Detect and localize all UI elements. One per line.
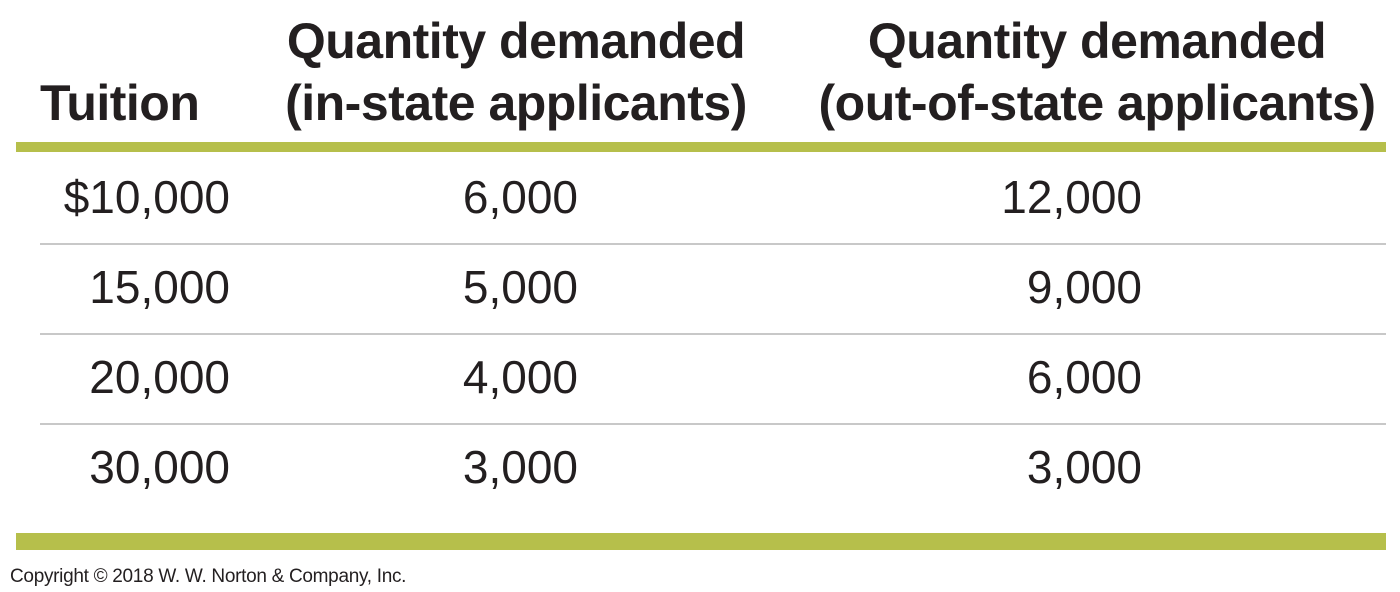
cell-tuition: 30,000 [89,441,230,493]
table-row: 30,000 3,000 3,000 [0,422,1400,512]
cell-in-state: 4,000 [462,351,578,403]
cell-out-of-state: 6,000 [1026,351,1142,403]
header-tuition: Tuition [40,72,200,134]
table-row: $10,000 6,000 12,000 [0,152,1400,242]
header-divider [16,142,1386,152]
table-row: 15,000 5,000 9,000 [0,242,1400,332]
header-out-of-state-line-2: (out-of-state applicants) [818,75,1376,131]
row-divider [40,423,1386,425]
header-out-of-state: Quantity demanded (out-of-state applican… [800,10,1394,134]
cell-out-of-state: 12,000 [1001,171,1142,223]
cell-tuition: 20,000 [89,351,230,403]
cell-in-state: 5,000 [462,261,578,313]
cell-out-of-state: 3,000 [1026,441,1142,493]
header-in-state-line-1: Quantity demanded [286,13,746,69]
copyright-notice: Copyright © 2018 W. W. Norton & Company,… [10,566,407,587]
row-divider [40,243,1386,245]
header-in-state: Quantity demanded (in-state applicants) [268,10,764,134]
cell-tuition: 15,000 [89,261,230,313]
cell-tuition: $10,000 [63,171,230,223]
header-out-of-state-line-1: Quantity demanded [867,13,1327,69]
row-divider [40,333,1386,335]
header-in-state-line-2: (in-state applicants) [285,75,747,131]
header-tuition-label: Tuition [40,75,200,131]
cell-out-of-state: 9,000 [1026,261,1142,313]
table-row: 20,000 4,000 6,000 [0,332,1400,422]
cell-in-state: 3,000 [462,441,578,493]
footer-divider [16,533,1386,550]
cell-in-state: 6,000 [462,171,578,223]
